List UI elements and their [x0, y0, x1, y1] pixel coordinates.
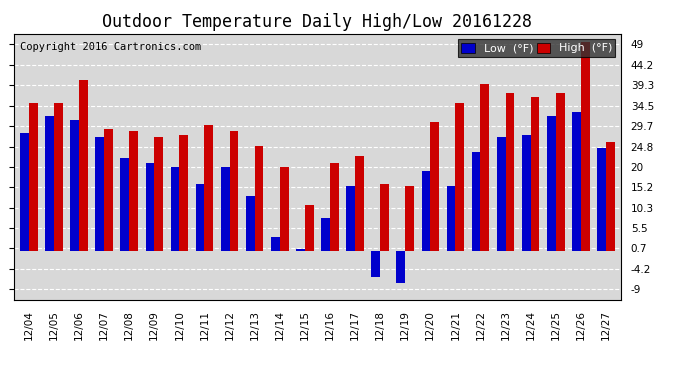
Bar [380, 184, 389, 251]
Bar [20, 133, 29, 251]
Bar [196, 184, 204, 251]
Bar [321, 217, 330, 251]
Bar [70, 120, 79, 251]
Bar [255, 146, 264, 251]
Bar [555, 93, 564, 251]
Bar [204, 124, 213, 251]
Bar [531, 97, 540, 251]
Bar [146, 163, 155, 251]
Bar [305, 205, 314, 251]
Bar [230, 131, 238, 251]
Bar [296, 249, 305, 251]
Bar [346, 186, 355, 251]
Bar [170, 167, 179, 251]
Bar [29, 104, 38, 251]
Bar [271, 237, 279, 251]
Bar [397, 251, 405, 283]
Bar [581, 42, 590, 251]
Bar [606, 141, 615, 251]
Bar [522, 135, 531, 251]
Bar [371, 251, 380, 277]
Bar [221, 167, 230, 251]
Bar [472, 152, 480, 251]
Bar [431, 123, 439, 251]
Bar [179, 135, 188, 251]
Text: Copyright 2016 Cartronics.com: Copyright 2016 Cartronics.com [20, 42, 201, 52]
Bar [54, 104, 63, 251]
Bar [330, 163, 339, 251]
Bar [422, 171, 431, 251]
Bar [405, 186, 414, 251]
Bar [155, 137, 163, 251]
Bar [121, 158, 129, 251]
Bar [455, 104, 464, 251]
Title: Outdoor Temperature Daily High/Low 20161228: Outdoor Temperature Daily High/Low 20161… [102, 13, 533, 31]
Legend: Low  (°F), High  (°F): Low (°F), High (°F) [458, 39, 615, 57]
Bar [95, 137, 104, 251]
Bar [355, 156, 364, 251]
Bar [480, 84, 489, 251]
Bar [279, 167, 288, 251]
Bar [446, 186, 455, 251]
Bar [497, 137, 506, 251]
Bar [246, 196, 255, 251]
Bar [79, 80, 88, 251]
Bar [547, 116, 555, 251]
Bar [129, 131, 138, 251]
Bar [506, 93, 514, 251]
Bar [104, 129, 113, 251]
Bar [45, 116, 54, 251]
Bar [572, 112, 581, 251]
Bar [597, 148, 606, 251]
